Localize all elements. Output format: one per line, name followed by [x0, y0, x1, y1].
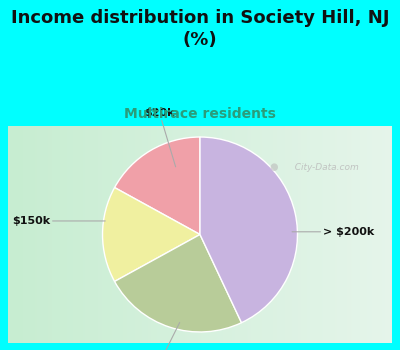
Text: $150k: $150k	[12, 216, 105, 226]
Text: Income distribution in Society Hill, NJ
(%): Income distribution in Society Hill, NJ …	[11, 9, 389, 49]
Text: > $200k: > $200k	[292, 227, 374, 237]
Wedge shape	[114, 137, 200, 234]
Wedge shape	[114, 234, 242, 332]
Text: $200k: $200k	[140, 322, 180, 350]
Wedge shape	[200, 137, 298, 323]
Wedge shape	[102, 188, 200, 281]
Text: $20k: $20k	[144, 108, 176, 167]
Text: City-Data.com: City-Data.com	[289, 163, 358, 172]
Text: ●: ●	[269, 162, 278, 172]
Text: Multirace residents: Multirace residents	[124, 107, 276, 121]
